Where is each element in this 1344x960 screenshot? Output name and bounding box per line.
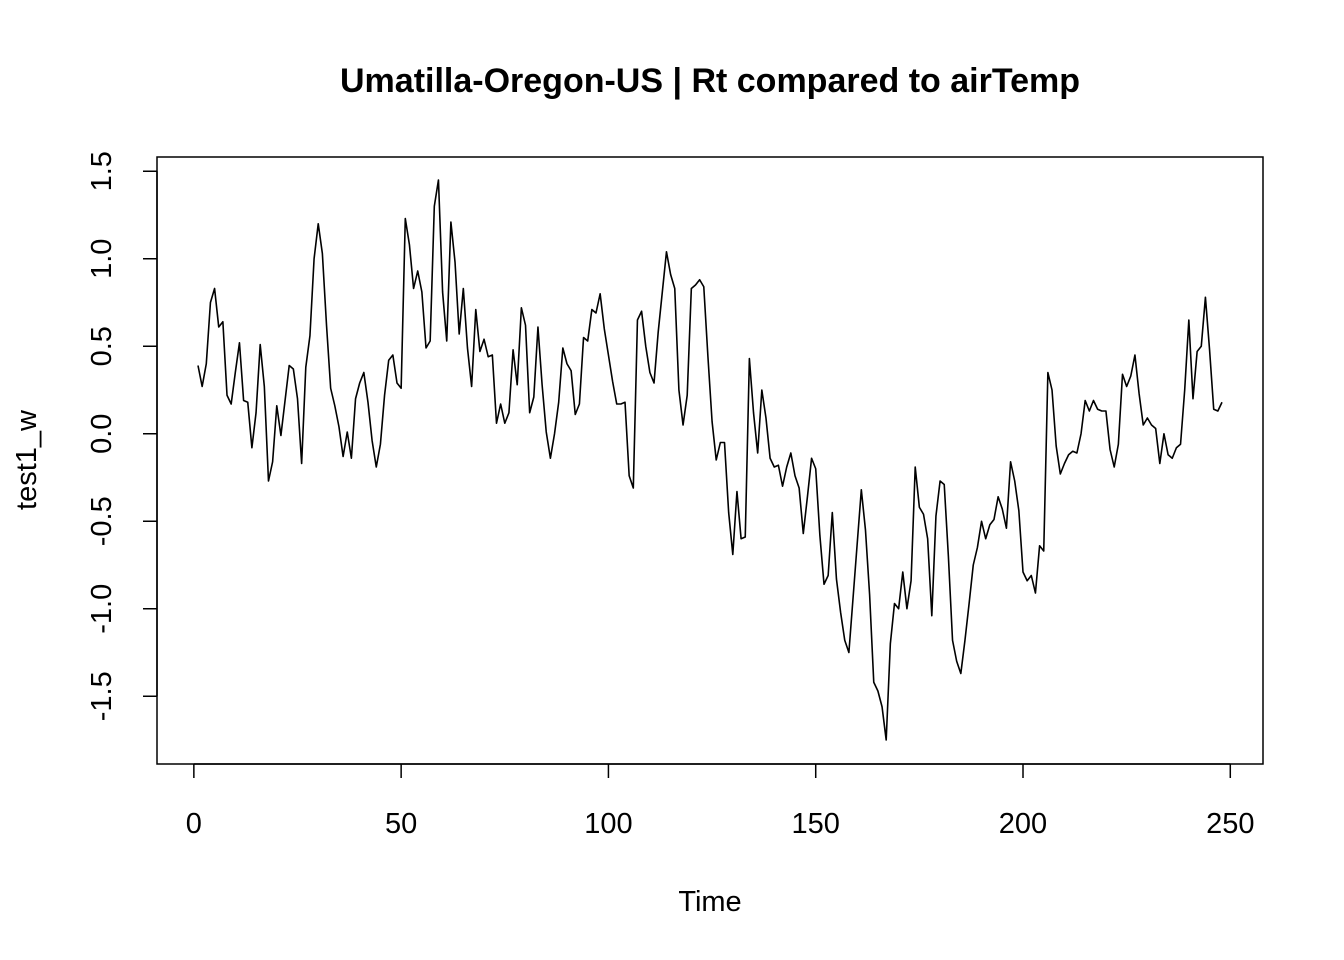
x-axis: 0 50 100 150 200 250 <box>186 763 1254 840</box>
y-tick-label: 0.0 <box>86 414 118 454</box>
y-tick-label: -0.5 <box>86 496 118 546</box>
x-axis-label: Time <box>678 886 741 918</box>
x-tick-label: 250 <box>1206 808 1254 840</box>
x-tick-label: 150 <box>792 808 840 840</box>
chart-title: Umatilla-Oregon-US | Rt compared to airT… <box>340 62 1080 100</box>
x-tick-label: 200 <box>999 808 1047 840</box>
y-tick-label: 1.0 <box>86 239 118 279</box>
y-tick-label: -1.5 <box>86 671 118 721</box>
x-tick-label: 0 <box>186 808 202 840</box>
series-line <box>197 179 1223 741</box>
y-tick-label: -1.0 <box>86 584 118 634</box>
y-axis: -1.5 -1.0 -0.5 0.0 0.5 1.0 1.5 <box>86 151 158 721</box>
y-axis-label: test1_w <box>11 409 43 510</box>
x-tick-label: 100 <box>584 808 632 840</box>
y-tick-label: 1.5 <box>86 151 118 191</box>
x-tick-label: 50 <box>385 808 417 840</box>
y-tick-label: 0.5 <box>86 326 118 366</box>
